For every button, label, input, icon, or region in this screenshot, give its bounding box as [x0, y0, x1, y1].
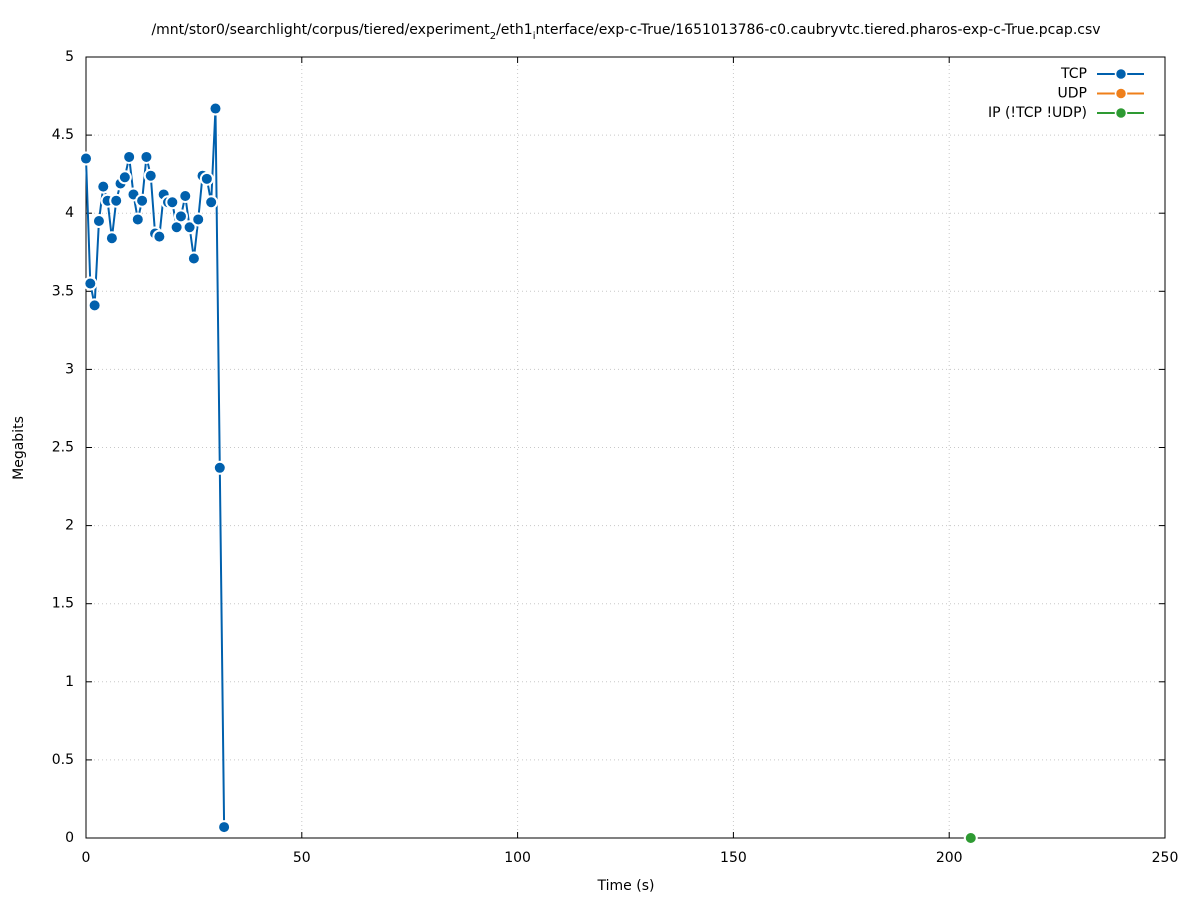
x-tick-label: 200	[936, 850, 963, 866]
y-tick-label: 4.5	[52, 127, 74, 143]
data-point	[130, 212, 145, 227]
title-part: nterface/exp-c-True/1651013786-c0.caubry…	[535, 22, 1100, 38]
data-point	[212, 460, 227, 475]
data-point	[178, 189, 193, 204]
title-part: /mnt/stor0/searchlight/corpus/tiered/exp…	[151, 22, 490, 38]
data-point	[109, 193, 124, 208]
data-point	[199, 171, 214, 186]
data-point	[208, 101, 223, 116]
data-point	[963, 831, 978, 845]
y-tick-label: 4	[65, 205, 74, 221]
data-point	[173, 209, 188, 224]
x-tick-label: 0	[82, 850, 91, 866]
data-point	[182, 220, 197, 235]
x-axis-label: Time (s)	[597, 878, 655, 894]
data-point	[104, 231, 119, 246]
data-point	[152, 229, 167, 244]
y-tick-label: 3	[65, 361, 74, 377]
legend-label: IP (!TCP !UDP)	[988, 105, 1087, 121]
data-point	[87, 298, 102, 313]
y-tick-label: 3.5	[52, 283, 74, 299]
x-tick-label: 150	[720, 850, 747, 866]
legend-label: TCP	[1060, 66, 1087, 82]
legend-label: UDP	[1058, 86, 1087, 102]
title-part: /eth1	[496, 22, 533, 38]
data-point	[186, 251, 201, 266]
data-point	[143, 168, 158, 183]
data-point	[165, 195, 180, 210]
title-part: i	[533, 31, 536, 42]
legend-marker	[1114, 87, 1128, 100]
data-point	[79, 151, 93, 166]
data-point	[117, 170, 132, 185]
title-part: 2	[490, 31, 496, 42]
data-point	[191, 212, 206, 227]
plot-border	[85, 56, 1166, 839]
data-point	[139, 149, 154, 164]
legend-marker	[1114, 106, 1128, 120]
y-tick-label: 2	[65, 518, 74, 534]
data-point	[91, 214, 106, 229]
x-tick-label: 250	[1152, 850, 1179, 866]
y-tick-label: 5	[65, 49, 74, 65]
y-tick-label: 0.5	[52, 752, 74, 768]
x-tick-label: 50	[293, 850, 311, 866]
y-tick-label: 0	[65, 830, 74, 846]
chart-title: /mnt/stor0/searchlight/corpus/tiered/exp…	[151, 22, 1100, 42]
legend-marker	[1114, 67, 1128, 81]
x-tick-label: 100	[504, 850, 531, 866]
data-point	[83, 276, 98, 291]
data-point	[217, 820, 232, 835]
data-point	[204, 195, 219, 210]
y-tick-label: 1.5	[52, 596, 74, 612]
y-tick-label: 2.5	[52, 440, 74, 456]
y-tick-label: 1	[65, 674, 74, 690]
data-point	[122, 149, 137, 164]
y-axis-label: Megabits	[11, 416, 27, 480]
data-point	[96, 179, 111, 194]
data-point	[135, 193, 150, 208]
